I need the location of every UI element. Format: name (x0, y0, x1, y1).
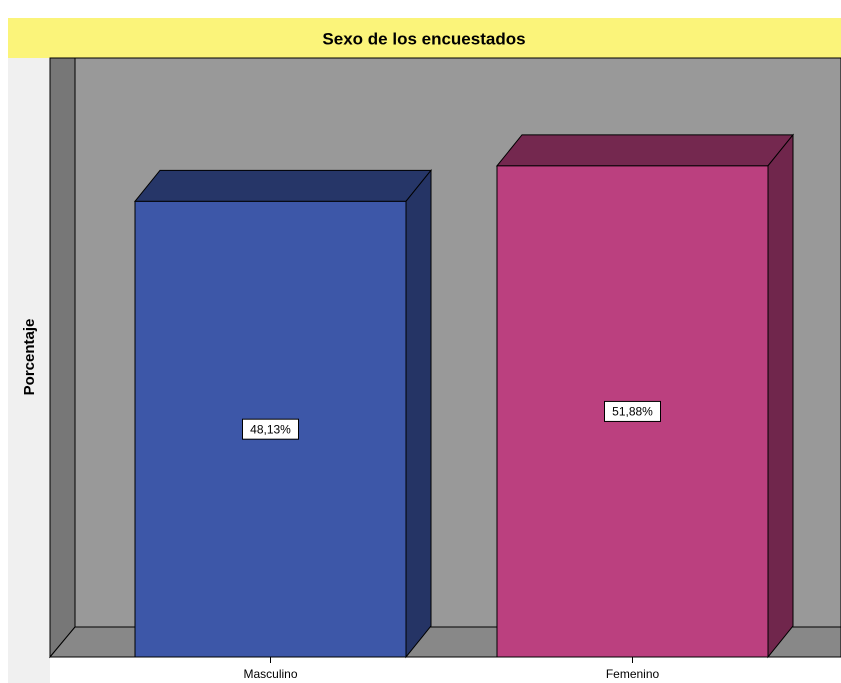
x-tick-label: Masculino (243, 667, 297, 681)
bar (495, 133, 795, 659)
y-axis-panel (8, 58, 50, 683)
bar (133, 168, 433, 659)
value-label-box (242, 418, 299, 440)
bar-top (495, 134, 795, 167)
side-wall (49, 57, 76, 659)
value-label-box (604, 400, 661, 422)
bar-top (133, 169, 433, 202)
x-tick-label: Femenino (606, 667, 660, 681)
value-label: 51,88% (612, 405, 653, 419)
y-axis-label: Porcentaje (21, 319, 38, 396)
title-band (8, 18, 841, 58)
bar-side (767, 133, 794, 659)
chart-title: Sexo de los encuestados (322, 29, 525, 48)
bar-side (405, 168, 432, 659)
value-label: 48,13% (250, 422, 291, 436)
